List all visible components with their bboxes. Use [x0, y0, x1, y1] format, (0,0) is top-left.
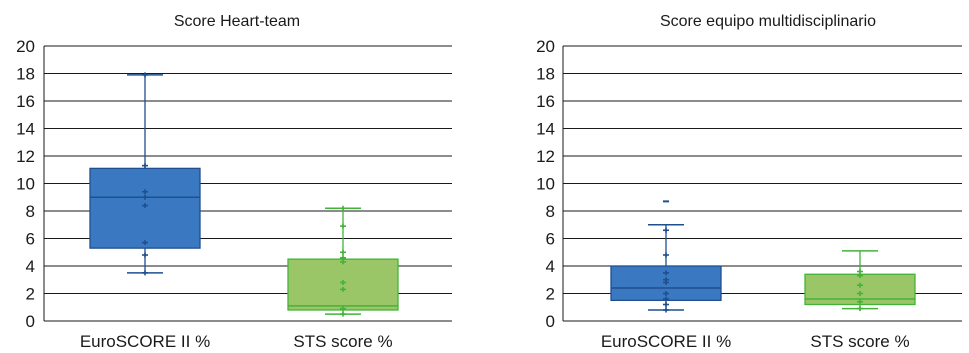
chart-score-equipo-multidisciplinario: Score equipo multidisciplinario 0 2 4 6 8 10 12… [536, 13, 962, 351]
box-euroscore-ii [89, 72, 201, 276]
data-point-4 [142, 194, 148, 200]
chart-title: Score equipo multidisciplinario [660, 13, 876, 30]
data-point-8 [340, 205, 346, 211]
y-tick-label-2: 2 [26, 285, 35, 304]
data-point-2 [663, 296, 669, 302]
y-tick-label-14: 14 [536, 120, 555, 139]
data-point-6 [142, 163, 148, 169]
y-tick-label-0: 0 [546, 312, 555, 331]
y-tick-label-18: 18 [536, 65, 555, 84]
data-point-8 [663, 227, 669, 233]
y-tick-label-16: 16 [16, 92, 35, 111]
data-point-6 [340, 249, 346, 255]
y-tick-label-8: 8 [26, 202, 35, 221]
y-tick-label-2: 2 [546, 285, 555, 304]
data-point-2 [340, 286, 346, 292]
data-point-5 [663, 277, 669, 283]
data-point-1 [340, 306, 346, 312]
data-point-0 [663, 307, 669, 313]
y-tick-label-8: 8 [546, 202, 555, 221]
x-category-label-sts-score: STS score % [293, 332, 392, 351]
y-tick-label-6: 6 [26, 230, 35, 249]
data-point-0 [340, 311, 346, 317]
y-tick-label-16: 16 [536, 92, 555, 111]
data-point-3 [142, 203, 148, 208]
y-tick-label-10: 10 [536, 175, 555, 194]
data-point-0 [857, 306, 863, 312]
chart-score-heart-team: Score Heart-team 0 2 4 6 8 10 12 14 16 18 20 EuroSCO… [16, 13, 452, 351]
y-tick-label-18: 18 [16, 65, 35, 84]
box-body [89, 167, 201, 249]
box-euroscore-ii [610, 200, 722, 313]
y-tick-label-10: 10 [16, 175, 35, 194]
data-point-5 [142, 189, 148, 195]
data-point-2 [142, 240, 148, 246]
y-tick-label-6: 6 [546, 230, 555, 249]
data-point-1 [142, 252, 148, 258]
y-tick-label-20: 20 [536, 37, 555, 56]
box-sts-score [287, 205, 399, 317]
data-point-1 [857, 299, 863, 305]
box-sts-score [804, 250, 916, 312]
data-point-1 [663, 302, 669, 307]
x-category-label-euroscore-ii: EuroSCORE II % [80, 332, 210, 351]
y-tick-label-20: 20 [16, 37, 35, 56]
y-tick-label-12: 12 [16, 147, 35, 166]
x-category-label-sts-score: STS score % [810, 332, 909, 351]
data-point-5 [340, 255, 346, 261]
y-tick-label-4: 4 [26, 257, 35, 276]
data-point-7 [142, 72, 148, 78]
y-tick-label-4: 4 [546, 257, 555, 276]
data-point-7 [340, 223, 346, 229]
data-point-3 [340, 280, 346, 285]
data-point-5 [857, 269, 863, 274]
y-tick-label-12: 12 [536, 147, 555, 166]
data-point-3 [663, 291, 669, 296]
chart-title: Score Heart-team [174, 13, 300, 30]
data-point-0 [142, 270, 148, 276]
y-tick-label-0: 0 [26, 312, 35, 331]
data-point-6 [663, 270, 669, 276]
x-category-label-euroscore-ii: EuroSCORE II % [601, 332, 731, 351]
data-point-3 [857, 282, 863, 288]
y-tick-label-14: 14 [16, 120, 35, 139]
data-point-2 [857, 291, 863, 296]
data-point-7 [663, 252, 669, 258]
